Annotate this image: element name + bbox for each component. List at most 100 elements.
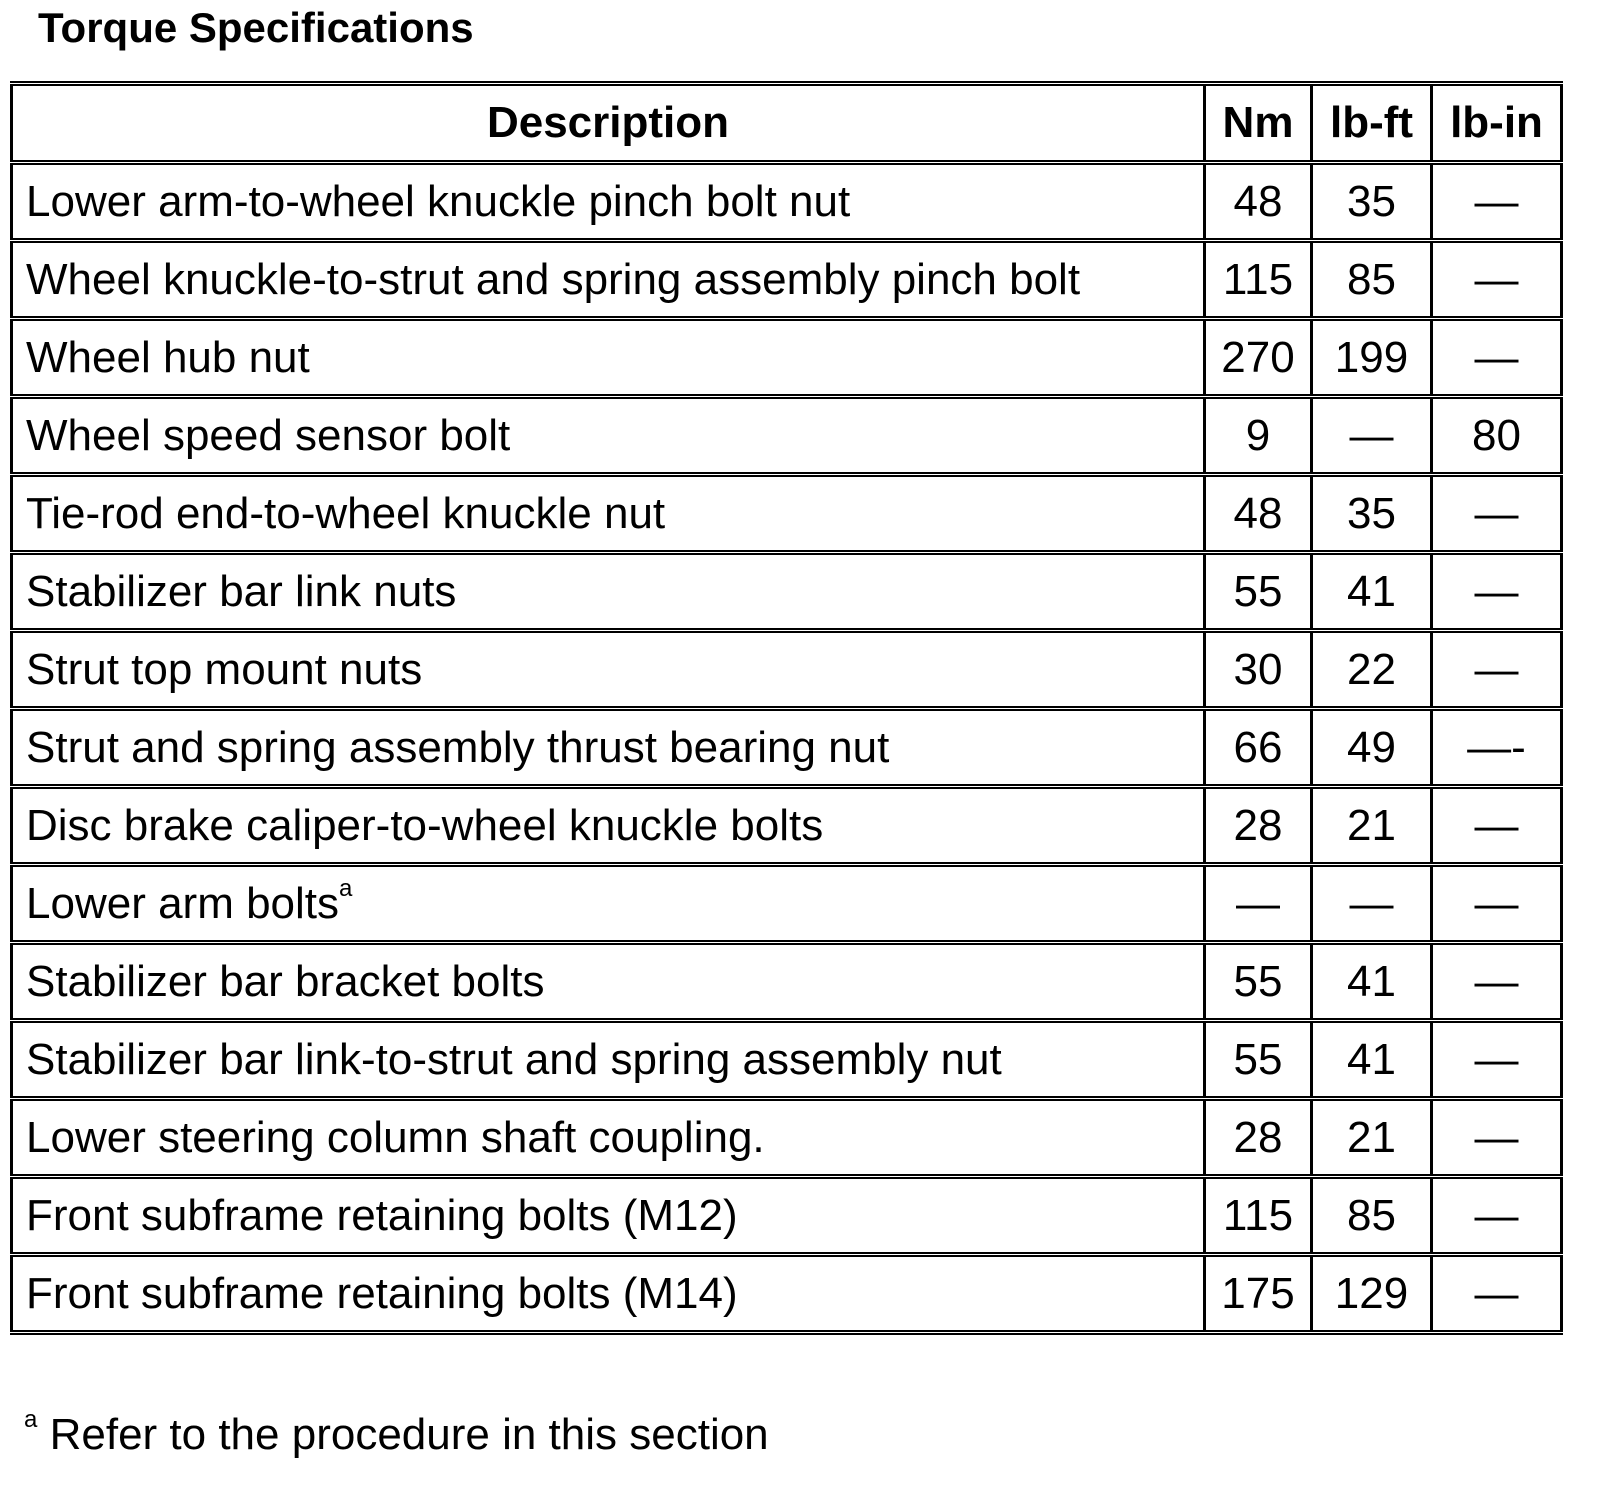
lbin-cell: — — [1430, 472, 1563, 555]
nm-cell: 48 — [1203, 160, 1313, 243]
nm-cell-text: — — [1236, 878, 1280, 928]
lbin-cell-text: — — [1474, 644, 1519, 694]
description-cell-text: Strut top mount nuts — [26, 644, 423, 694]
table-row: Lower arm-to-wheel knuckle pinch bolt nu… — [10, 160, 1563, 243]
lbft-cell-text: 41 — [1347, 956, 1396, 1006]
lbin-cell: — — [1430, 628, 1563, 711]
lbin-cell: — — [1430, 862, 1563, 945]
footnote-mark: a — [339, 874, 353, 902]
lbft-cell-text: — — [1349, 410, 1394, 460]
lbft-cell-text: 35 — [1347, 176, 1396, 226]
lbin-cell: — — [1430, 1096, 1563, 1179]
table-row: Wheel hub nut 270 199 — — [10, 316, 1563, 399]
nm-cell-text: 270 — [1221, 332, 1295, 382]
lbin-cell-text: —- — [1467, 722, 1526, 772]
lbft-cell-text: 41 — [1347, 566, 1396, 616]
lbin-cell: —- — [1430, 706, 1563, 789]
lbin-cell: — — [1430, 160, 1563, 243]
description-cell-text: Strut and spring assembly thrust bearing… — [26, 722, 890, 772]
lbin-cell: — — [1430, 940, 1563, 1023]
lbft-cell: 21 — [1310, 1096, 1433, 1179]
nm-cell-text: 55 — [1233, 956, 1283, 1006]
nm-cell: 55 — [1203, 1018, 1313, 1101]
description-cell-text: Stabilizer bar link nuts — [26, 566, 457, 616]
lbft-cell: 199 — [1310, 316, 1433, 399]
column-header-lbin: lb-in — [1430, 81, 1563, 165]
description-cell-text: Stabilizer bar link-to-strut and spring … — [26, 1034, 1002, 1084]
nm-cell-text: 55 — [1233, 1034, 1283, 1084]
nm-cell-text: 115 — [1222, 254, 1294, 304]
nm-cell: 28 — [1203, 1096, 1313, 1179]
table-row: Lower steering column shaft coupling. 28 2… — [10, 1096, 1563, 1179]
lbft-cell: 129 — [1310, 1252, 1433, 1335]
column-header-nm: Nm — [1203, 81, 1313, 165]
table-row: Lower arm boltsa — — — — [10, 862, 1563, 945]
nm-cell-text: 55 — [1233, 566, 1283, 616]
lbft-cell: 85 — [1310, 238, 1433, 321]
description-cell: Stabilizer bar bracket bolts — [10, 940, 1206, 1023]
nm-cell: — — [1203, 862, 1313, 945]
nm-cell-text: 28 — [1233, 1112, 1283, 1162]
table-row: Stabilizer bar bracket bolts 55 41 — — [10, 940, 1563, 1023]
lbin-cell-text: — — [1474, 1190, 1519, 1240]
lbft-cell: 41 — [1310, 1018, 1433, 1101]
description-cell: Wheel speed sensor bolt — [10, 394, 1206, 477]
description-cell-text: Lower arm-to-wheel knuckle pinch bolt nu… — [26, 176, 851, 226]
description-cell: Tie-rod end-to-wheel knuckle nut — [10, 472, 1206, 555]
lbin-cell-text: — — [1474, 878, 1519, 928]
lbin-cell-text: — — [1474, 1268, 1519, 1318]
column-header-lbft: lb-ft — [1310, 81, 1433, 165]
nm-cell: 55 — [1203, 940, 1313, 1023]
description-cell-text: Wheel speed sensor bolt — [26, 410, 511, 460]
description-cell-text: Wheel hub nut — [26, 332, 310, 382]
description-cell-text: Stabilizer bar bracket bolts — [26, 956, 545, 1006]
lbft-cell-text: 199 — [1334, 332, 1409, 382]
table-row: Strut and spring assembly thrust bearing… — [10, 706, 1563, 789]
nm-cell-text: 115 — [1222, 1190, 1294, 1240]
lbft-cell-text: 85 — [1347, 254, 1396, 304]
table-row: Tie-rod end-to-wheel knuckle nut 48 35 — — [10, 472, 1563, 555]
lbin-cell: — — [1430, 238, 1563, 321]
description-cell-text: Wheel knuckle-to-strut and spring assemb… — [26, 254, 1081, 304]
nm-cell-text: 48 — [1233, 176, 1283, 226]
description-cell: Strut top mount nuts — [10, 628, 1206, 711]
lbin-cell: — — [1430, 1252, 1563, 1335]
lbin-cell-text: — — [1474, 800, 1519, 850]
table-row: Wheel speed sensor bolt 9 — 80 — [10, 394, 1563, 477]
lbft-cell-text: — — [1349, 878, 1394, 928]
nm-cell: 28 — [1203, 784, 1313, 867]
lbft-cell-text: 21 — [1347, 800, 1396, 850]
lbft-cell: — — [1310, 394, 1433, 477]
description-cell: Lower arm boltsa — [10, 862, 1206, 945]
table-row: Stabilizer bar link-to-strut and spring … — [10, 1018, 1563, 1101]
torque-spec-table: Description Nm lb-ft lb-in Lower arm-to-… — [10, 81, 1563, 1335]
lbft-cell-text: 85 — [1347, 1190, 1396, 1240]
description-cell: Strut and spring assembly thrust bearing… — [10, 706, 1206, 789]
description-cell-text: Tie-rod end-to-wheel knuckle nut — [26, 488, 666, 538]
nm-cell-text: 30 — [1233, 644, 1283, 694]
lbft-cell-text: 21 — [1347, 1112, 1396, 1162]
footnote: a Refer to the procedure in this section — [24, 1406, 769, 1460]
nm-cell: 115 — [1203, 1174, 1313, 1257]
lbft-cell: 35 — [1310, 472, 1433, 555]
description-cell: Stabilizer bar link nuts — [10, 550, 1206, 633]
nm-cell-text: 175 — [1221, 1268, 1295, 1318]
description-cell: Stabilizer bar link-to-strut and spring … — [10, 1018, 1206, 1101]
table-row: Front subframe retaining bolts (M12) 115 8… — [10, 1174, 1563, 1257]
lbft-cell-text: 49 — [1347, 722, 1396, 772]
lbin-cell: 80 — [1430, 394, 1563, 477]
lbin-cell: — — [1430, 784, 1563, 867]
lbin-cell: — — [1430, 1018, 1563, 1101]
nm-cell: 66 — [1203, 706, 1313, 789]
lbft-cell: 22 — [1310, 628, 1433, 711]
table-row: Wheel knuckle-to-strut and spring assemb… — [10, 238, 1563, 321]
lbin-cell-text: — — [1474, 956, 1519, 1006]
nm-cell: 270 — [1203, 316, 1313, 399]
lbin-cell-text: — — [1474, 254, 1519, 304]
description-cell: Wheel hub nut — [10, 316, 1206, 399]
description-cell: Front subframe retaining bolts (M14) — [10, 1252, 1206, 1335]
page-title: Torque Specifications — [38, 4, 474, 51]
nm-cell: 175 — [1203, 1252, 1313, 1335]
nm-cell: 30 — [1203, 628, 1313, 711]
description-cell: Lower arm-to-wheel knuckle pinch bolt nu… — [10, 160, 1206, 243]
